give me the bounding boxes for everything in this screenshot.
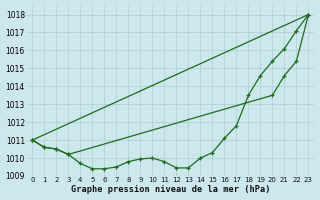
X-axis label: Graphe pression niveau de la mer (hPa): Graphe pression niveau de la mer (hPa) bbox=[71, 185, 270, 194]
